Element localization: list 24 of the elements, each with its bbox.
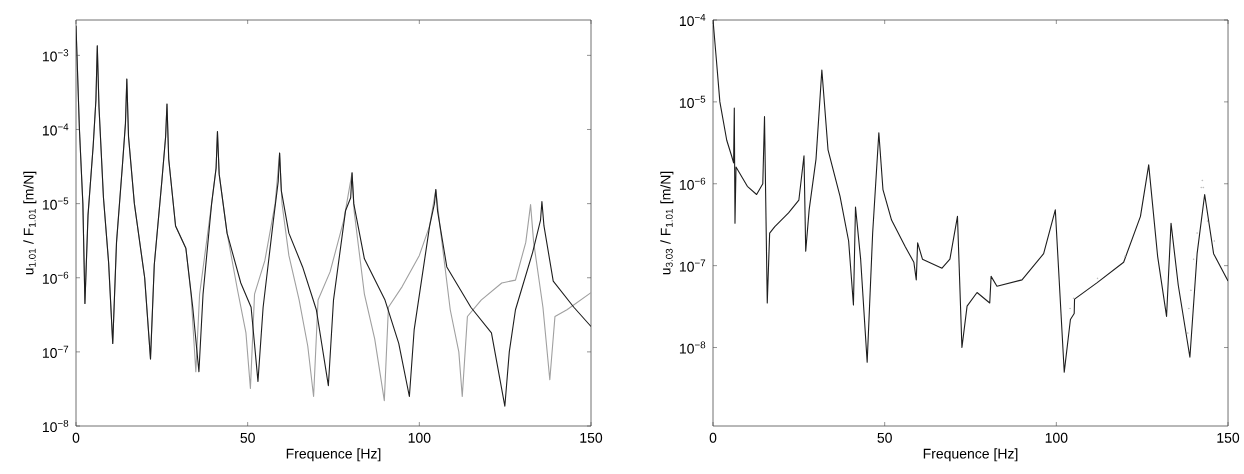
line-series xyxy=(713,20,1229,373)
x-axis-title: Frequence [Hz] xyxy=(923,448,1018,462)
y-tick-label: 10$^{−4}$ xyxy=(42,123,69,136)
y-tick-label: 10$^{−6}$ xyxy=(679,177,706,190)
y-tick-label: 10$^{−7}$ xyxy=(679,259,706,272)
x-tick-label: 100 xyxy=(1045,432,1068,443)
y-tick-label: 10$^{−6}$ xyxy=(42,271,69,284)
y-tick-label: 10$^{−4}$ xyxy=(679,13,706,27)
y-tick-label: 10$^{−5}$ xyxy=(42,197,69,210)
y-axis-title: u$_{1.01}$ / F$_{1.01}$ [m/N] xyxy=(23,171,37,275)
x-tick-label: 50 xyxy=(877,432,892,443)
y-tick-label: 10$^{−3}$ xyxy=(42,49,69,62)
y-tick-label: 10$^{−8}$ xyxy=(42,419,69,433)
x-tick-label: 50 xyxy=(240,432,255,443)
y-tick-label: 10$^{−5}$ xyxy=(679,95,706,108)
x-tick-label: 0 xyxy=(709,432,717,443)
x-axis-title: Frequence [Hz] xyxy=(286,448,381,462)
y-tick-label: 10$^{−8}$ xyxy=(679,341,706,354)
x-tick-label: 150 xyxy=(1217,432,1240,443)
x-tick-label: 150 xyxy=(580,432,603,443)
y-axis-title: u$_{3.03}$ / F$_{1.01}$ [m/N] xyxy=(660,171,674,275)
y-tick-label: 10$^{−7}$ xyxy=(42,345,69,358)
x-tick-label: 100 xyxy=(408,432,431,443)
x-tick-label: 0 xyxy=(72,432,80,443)
